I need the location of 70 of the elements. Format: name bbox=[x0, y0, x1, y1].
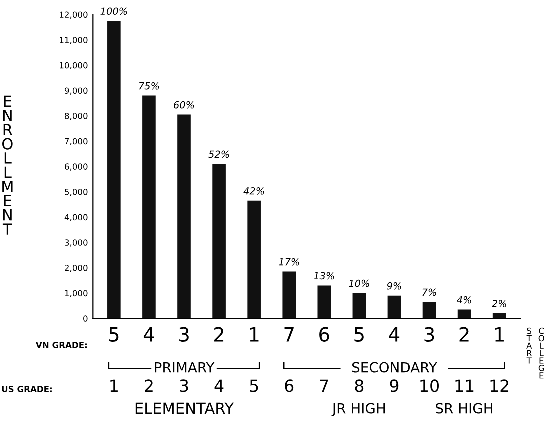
x2-tick-label: 1 bbox=[110, 380, 118, 392]
x2-tick-label: 5 bbox=[250, 380, 258, 392]
annotation: 100% bbox=[100, 8, 128, 16]
bar bbox=[248, 200, 261, 319]
x2-tick-label: 9 bbox=[390, 380, 399, 392]
bar bbox=[108, 21, 121, 319]
text: ELEMENTARY bbox=[136, 402, 234, 414]
x2-tick-label: 8 bbox=[355, 380, 364, 392]
y-tick-label: 10,000 bbox=[60, 62, 88, 70]
annotation: 17% bbox=[279, 258, 300, 266]
annotation: 60% bbox=[174, 101, 194, 109]
text: VN GRADE: bbox=[36, 342, 87, 348]
x2-tick-label: 10 bbox=[420, 380, 440, 392]
annotation: 7% bbox=[422, 288, 436, 296]
x-tick-label: 1 bbox=[496, 328, 504, 342]
bar bbox=[388, 296, 402, 319]
x-tick-label: 6 bbox=[320, 327, 330, 342]
x-tick-label: 2 bbox=[214, 327, 224, 342]
x-tick-label: 3 bbox=[424, 327, 434, 342]
x-tick-label: 4 bbox=[389, 328, 400, 342]
x-tick-label: 5 bbox=[109, 328, 119, 342]
bar bbox=[458, 310, 472, 319]
x-tick-label: 2 bbox=[460, 327, 469, 342]
x-tick-label: 5 bbox=[354, 328, 364, 342]
y-tick-label: 8,000 bbox=[65, 113, 88, 120]
annotation: 75% bbox=[139, 82, 160, 90]
x-tick-label: 1 bbox=[250, 328, 259, 342]
x2-tick-label: 4 bbox=[214, 380, 224, 392]
text: START bbox=[526, 328, 532, 364]
y-tick-label: 12,000 bbox=[60, 12, 88, 19]
x2-axis-title: US GRADE: bbox=[2, 386, 52, 392]
text: ENROLLMENT bbox=[2, 96, 13, 235]
bar bbox=[142, 96, 156, 319]
annotation: 4% bbox=[457, 296, 472, 304]
x-tick-label: 7 bbox=[284, 328, 294, 342]
bar bbox=[282, 272, 296, 319]
text: COLLEGE bbox=[538, 328, 544, 379]
y-tick-label: 3,000 bbox=[65, 240, 88, 247]
x2-tick-label: 2 bbox=[145, 380, 153, 392]
y-tick-label: 4,000 bbox=[64, 214, 88, 222]
x-tick-label: 4 bbox=[144, 328, 154, 342]
x2-tick-label: 3 bbox=[180, 380, 188, 392]
y-tick-label: 11,000 bbox=[60, 37, 88, 44]
annotation: 9% bbox=[387, 282, 402, 290]
annotation: 52% bbox=[208, 150, 230, 158]
text: SECONDARY bbox=[352, 362, 438, 373]
y-tick-label: 1,000 bbox=[65, 290, 88, 298]
bar bbox=[352, 293, 366, 319]
y-tick-label: 0 bbox=[84, 316, 88, 322]
bar bbox=[178, 114, 191, 319]
y-tick-label: 7,000 bbox=[65, 138, 88, 146]
y-tick-label: 6,000 bbox=[65, 164, 88, 171]
annotation: 10% bbox=[349, 280, 370, 288]
bar bbox=[212, 164, 226, 319]
text: PRIMARY bbox=[155, 362, 215, 373]
text: SR HIGH bbox=[436, 403, 492, 414]
annotation: 13% bbox=[314, 272, 334, 280]
annotation: 42% bbox=[244, 187, 264, 195]
y-tick-label: 2,000 bbox=[65, 264, 88, 272]
x-tick-label: 3 bbox=[180, 327, 189, 342]
text: JR HIGH bbox=[332, 403, 386, 416]
x2-tick-label: 11 bbox=[456, 380, 474, 392]
bar bbox=[318, 286, 332, 319]
x2-tick-label: 7 bbox=[320, 380, 328, 392]
x2-tick-label: 12 bbox=[490, 380, 509, 392]
y-tick-label: 5,000 bbox=[65, 188, 88, 196]
x2-tick-label: 6 bbox=[285, 380, 294, 392]
bar bbox=[422, 302, 436, 319]
y-tick-label: 9,000 bbox=[64, 88, 88, 95]
annotation: 2% bbox=[492, 300, 506, 308]
